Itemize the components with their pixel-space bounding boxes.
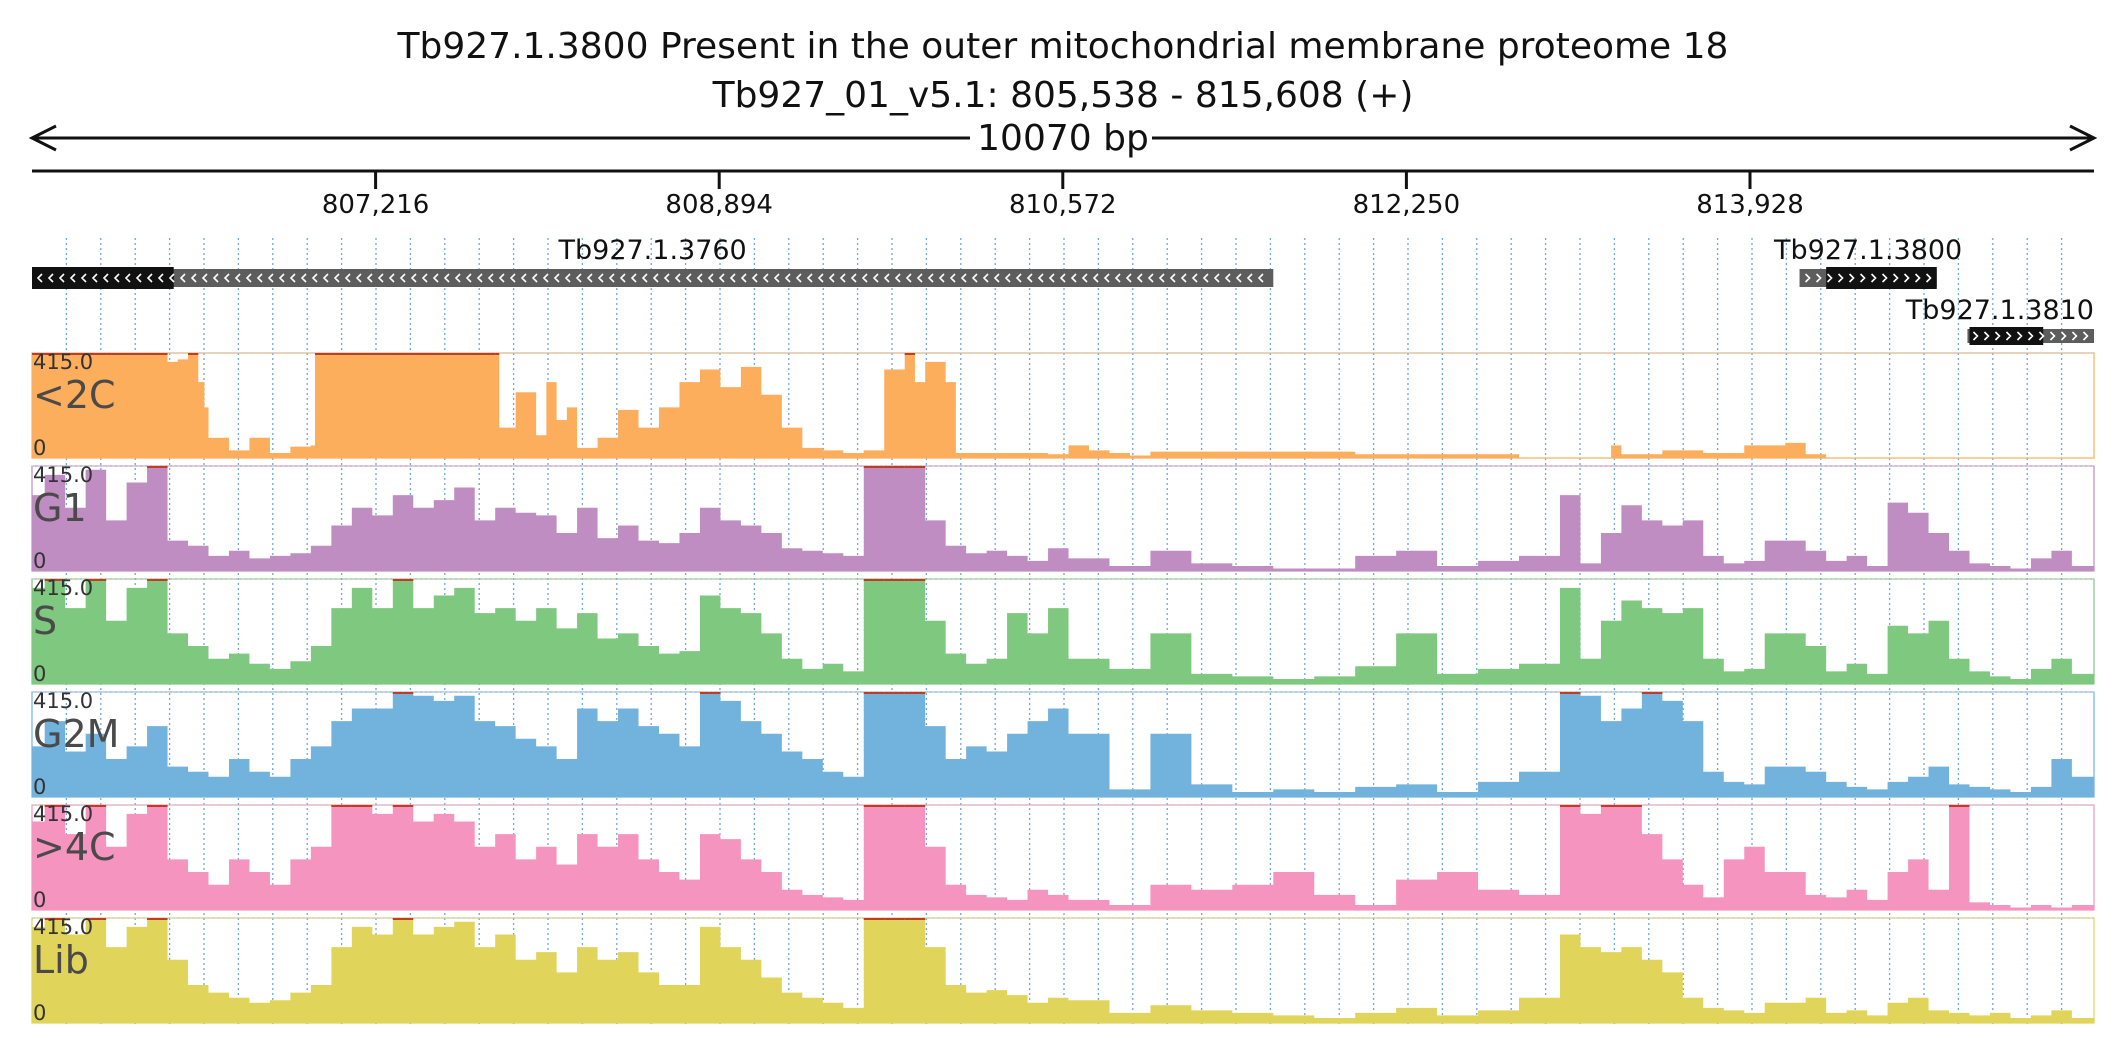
track-4-coverage-area	[32, 805, 2094, 910]
gene-0[interactable]: Tb927.1.3760	[32, 235, 1274, 289]
x-tick-label-3: 812,250	[1353, 190, 1461, 220]
track-3-coverage-area	[32, 692, 2094, 797]
gene-track: Tb927.1.3760 Tb927.1.3800 Tb927.1.3810	[32, 235, 2094, 345]
chart-title: Tb927.1.3800 Present in the outer mitoch…	[397, 26, 1729, 67]
track-1-name: G1	[33, 486, 87, 530]
track-5-coverage-area	[32, 918, 2094, 1023]
gene-2[interactable]: Tb927.1.3810	[1905, 295, 2094, 345]
track-4: 415.0 0 >4C	[31, 802, 2095, 912]
track-4-ymin-label: 0	[33, 888, 46, 912]
track-1: 415.0 0 G1	[31, 463, 2095, 573]
track-1-ymax-label: 415.0	[33, 463, 93, 487]
track-5-name: Lib	[33, 938, 89, 982]
gene-cds-bar	[32, 267, 174, 289]
track-2-ymax-label: 415.0	[33, 576, 93, 600]
x-axis-ticks: 807,216 808,894 810,572 812,250 813,928	[322, 171, 1804, 220]
gene-strand-arrows	[36, 273, 1264, 283]
track-3-ymax-label: 415.0	[33, 689, 93, 713]
gene-strand-arrows	[1804, 273, 1932, 283]
track-0-ymin-label: 0	[33, 436, 46, 460]
gene-label-2: Tb927.1.3810	[1905, 295, 2094, 326]
track-2-name: S	[33, 599, 57, 643]
x-tick-label-2: 810,572	[1009, 190, 1117, 220]
span-label: 10070 bp	[977, 118, 1149, 159]
track-0-name: <2C	[33, 373, 116, 417]
gene-utr-bar	[32, 269, 1274, 287]
coverage-tracks: 415.00<2C415.00G1415.00S415.00G2M415.00>…	[31, 350, 2095, 1025]
track-5-ymax-label: 415.0	[33, 915, 93, 939]
track-1-ymin-label: 0	[33, 549, 46, 573]
track-0-coverage-area	[32, 353, 2094, 458]
gene-cds-bar	[1826, 267, 1937, 289]
track-2: 415.0 0 S	[31, 576, 2095, 686]
track-2-ymin-label: 0	[33, 662, 46, 686]
track-3-ymin-label: 0	[33, 775, 46, 799]
track-2-coverage-area	[32, 579, 2094, 684]
gene-cds-bar	[1969, 327, 2044, 345]
track-1-coverage-area	[32, 466, 2094, 571]
track-0-ymax-label: 415.0	[33, 350, 93, 374]
x-tick-label-0: 807,216	[322, 190, 430, 220]
track-0: 415.0 0 <2C	[31, 350, 2095, 460]
track-5-ymin-label: 0	[33, 1001, 46, 1025]
track-3: 415.0 0 G2M	[31, 689, 2095, 799]
gene-strand-arrows	[1972, 331, 2089, 341]
track-5: 415.0 0 Lib	[31, 915, 2095, 1025]
x-tick-label-1: 808,894	[665, 190, 773, 220]
span-ruler: 10070 bp	[28, 118, 2098, 159]
track-4-name: >4C	[33, 825, 116, 869]
gene-label-0: Tb927.1.3760	[558, 235, 747, 266]
track-3-name: G2M	[33, 712, 119, 756]
gene-1[interactable]: Tb927.1.3800	[1773, 235, 1962, 289]
track-4-ymax-label: 415.0	[33, 802, 93, 826]
gene-label-1: Tb927.1.3800	[1773, 235, 1962, 266]
x-tick-label-4: 813,928	[1696, 190, 1804, 220]
chart-subtitle: Tb927_01_v5.1: 805,538 - 815,608 (+)	[712, 75, 1414, 116]
